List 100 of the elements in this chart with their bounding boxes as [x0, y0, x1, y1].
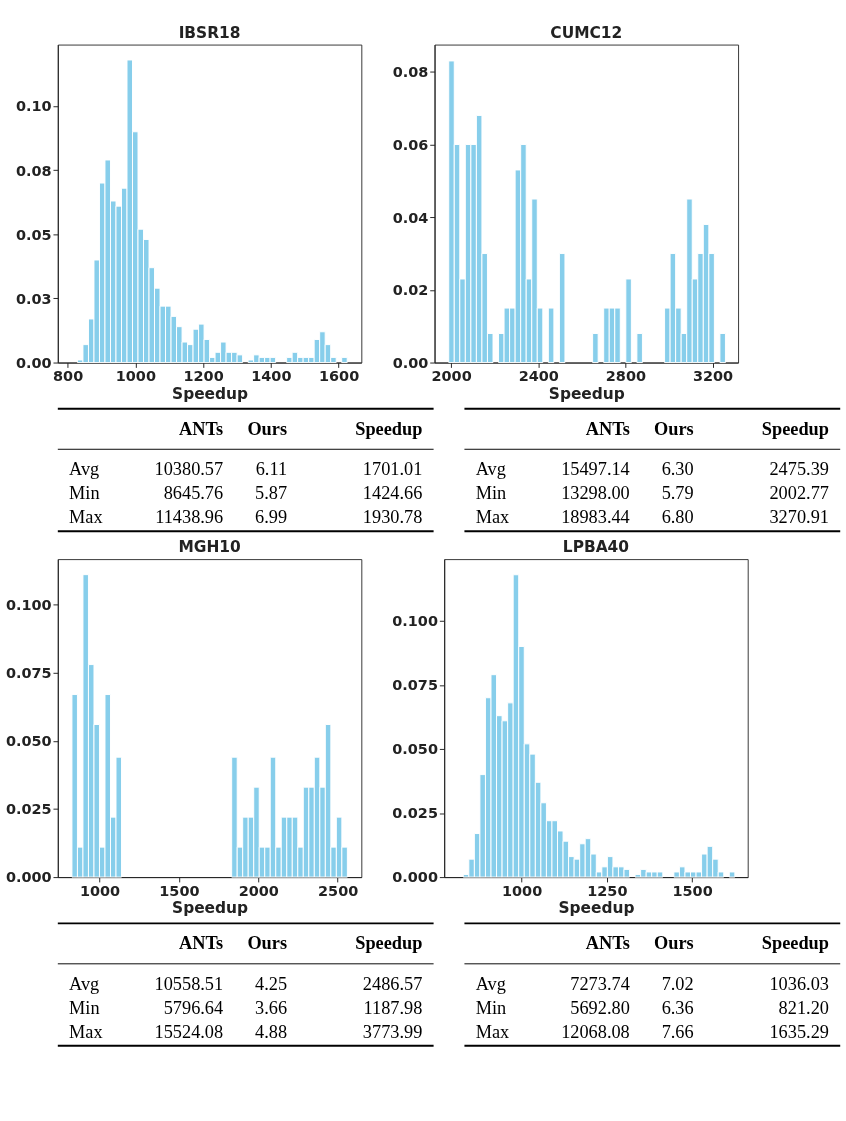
x-tick-label: 3200: [692, 368, 734, 385]
chart-title: MGH10: [178, 538, 241, 557]
text: 7.66: [661, 1022, 694, 1043]
text: 2002.77: [769, 483, 829, 504]
text: 1930.78: [362, 507, 423, 528]
category-label: Avg: [475, 459, 506, 480]
y-tick-label: 0.08: [15, 162, 52, 179]
category-label: Min: [475, 483, 507, 504]
text: 12068.08: [561, 1022, 630, 1043]
category-label: Speedup: [355, 933, 423, 954]
text: 18983.44: [561, 507, 630, 528]
category-label: Max: [475, 1022, 510, 1043]
category-label: Ours: [654, 418, 694, 439]
text: 5.79: [661, 483, 694, 504]
y-tick-label: 0.03: [15, 290, 52, 307]
x-axis-title: Speedup: [548, 384, 625, 403]
category-label: Min: [475, 997, 507, 1018]
chart-title: IBSR18: [178, 23, 241, 42]
text: 1036.03: [769, 973, 829, 994]
y-tick-label: 0.075: [5, 665, 52, 682]
category-label: Avg: [69, 973, 100, 994]
category-label: Avg: [475, 973, 506, 994]
category-label: Speedup: [761, 418, 829, 439]
x-tick-label: 1000: [79, 882, 121, 899]
text: 1635.29: [769, 1022, 829, 1043]
text: 10558.51: [154, 973, 224, 994]
x-tick-label: 1400: [251, 368, 292, 385]
text: 6.99: [255, 507, 288, 528]
category-label: Ours: [247, 418, 288, 439]
y-tick-label: 0.08: [392, 64, 429, 81]
category-label: Avg: [69, 459, 100, 480]
category-label: ANTs: [585, 933, 630, 954]
y-tick-label: 0.025: [5, 801, 52, 818]
text: 1424.66: [362, 483, 423, 504]
y-tick-label: 0.05: [15, 226, 52, 243]
y-tick-label: 0.06: [392, 136, 429, 153]
x-tick-label: 1000: [115, 368, 156, 385]
text: 3.66: [255, 997, 288, 1018]
text: 13298.00: [561, 483, 630, 504]
category-label: ANTs: [179, 418, 224, 439]
text: 11438.96: [155, 507, 224, 528]
y-tick-label: 0.050: [5, 733, 52, 750]
text: 1187.98: [363, 997, 423, 1018]
y-tick-label: 0.00: [392, 354, 429, 371]
y-tick-label: 0.02: [392, 282, 429, 299]
x-tick-label: 2000: [238, 882, 279, 899]
category-label: Max: [475, 507, 510, 528]
text: 3270.91: [769, 507, 829, 528]
y-tick-label: 0.100: [5, 596, 52, 613]
x-axis-title: Speedup: [172, 899, 249, 918]
x-tick-label: 800: [53, 368, 84, 385]
chart-title: LPBA40: [562, 538, 630, 557]
x-tick-label: 1500: [159, 882, 200, 899]
text: 5796.64: [163, 997, 224, 1018]
y-tick-label: 0.04: [392, 209, 429, 226]
x-tick-label: 2400: [518, 368, 559, 385]
x-tick-label: 2800: [605, 368, 647, 385]
x-tick-label: 2000: [431, 368, 472, 385]
y-tick-label: 0.025: [392, 805, 438, 822]
text: 4.25: [255, 973, 288, 994]
x-tick-label: 1500: [672, 882, 713, 899]
category-label: Ours: [247, 933, 288, 954]
text: 821.20: [778, 997, 829, 1018]
text: 15524.08: [154, 1022, 224, 1043]
text: 6.30: [661, 459, 694, 480]
y-tick-label: 0.075: [392, 677, 438, 694]
x-tick-label: 1250: [587, 882, 628, 899]
category-label: Ours: [654, 933, 694, 954]
text: 2486.57: [362, 973, 423, 994]
text: 7273.74: [570, 973, 630, 994]
text: 5.87: [255, 483, 288, 504]
text: 1701.01: [362, 459, 423, 480]
x-tick-label: 1200: [183, 368, 224, 385]
x-axis-title: Speedup: [172, 384, 249, 403]
category-label: Min: [69, 483, 100, 504]
category-label: Min: [69, 997, 100, 1018]
y-tick-label: 0.050: [392, 741, 438, 758]
x-tick-label: 1600: [319, 368, 360, 385]
text: 7.02: [661, 973, 694, 994]
text: 3773.99: [362, 1022, 423, 1043]
y-tick-label: 0.100: [392, 613, 438, 630]
category-label: Max: [69, 1022, 103, 1043]
y-tick-label: 0.000: [392, 869, 438, 886]
x-axis-title: Speedup: [558, 899, 635, 918]
category-label: Speedup: [355, 418, 423, 439]
chart-title: CUMC12: [550, 23, 623, 42]
y-tick-label: 0.00: [15, 354, 52, 371]
y-tick-label: 0.10: [15, 98, 52, 115]
text: 15497.14: [561, 459, 630, 480]
text: 6.36: [661, 997, 694, 1018]
text: 10380.57: [154, 459, 224, 480]
category-label: ANTs: [585, 418, 630, 439]
text: 4.88: [255, 1022, 288, 1043]
text: 8645.76: [163, 483, 224, 504]
category-label: Speedup: [761, 933, 829, 954]
category-label: Max: [69, 507, 103, 528]
text: 2475.39: [769, 459, 829, 480]
x-tick-label: 1000: [502, 882, 543, 899]
x-tick-label: 2500: [318, 882, 359, 899]
category-label: ANTs: [179, 933, 224, 954]
